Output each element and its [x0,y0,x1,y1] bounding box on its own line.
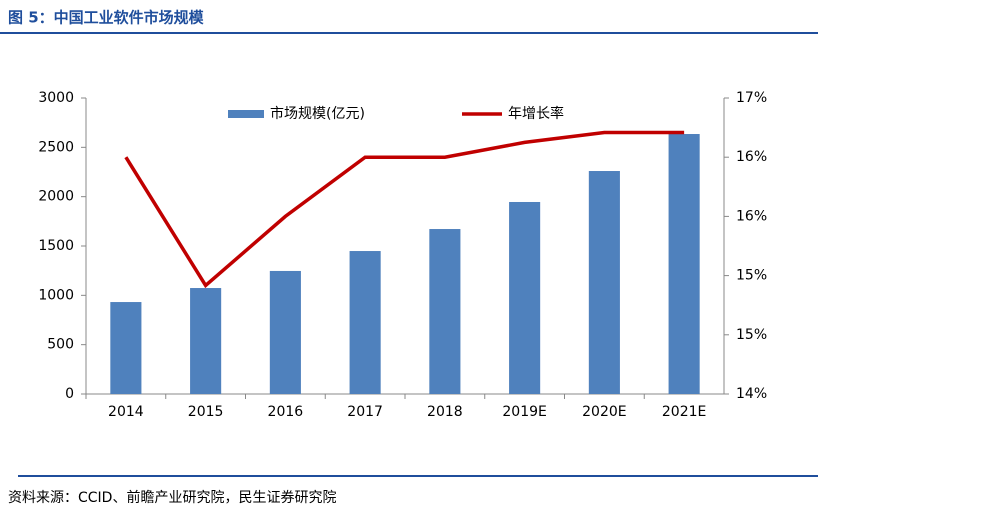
y2-tick-label: 16% [736,208,767,224]
bar [349,251,381,394]
source-note: 资料来源：CCID、前瞻产业研究院，民生证券研究院 [8,489,336,506]
y-tick-label: 2500 [38,139,74,155]
y-tick-label: 0 [65,386,74,402]
y2-tick-label: 17% [736,90,767,106]
x-tick-label: 2016 [268,404,304,420]
chart-title: 图 5：中国工业软件市场规模 [8,9,205,27]
y2-tick-label: 14% [736,386,767,402]
legend-label: 市场规模(亿元) [270,105,365,122]
bar [110,302,142,394]
y-tick-label: 1000 [38,287,74,303]
x-tick-label: 2018 [427,404,463,420]
x-tick-label: 2015 [188,404,224,420]
x-tick-label: 2021E [662,404,706,420]
y2-tick-label: 15% [736,268,767,284]
bar [269,270,301,394]
legend-label: 年增长率 [508,105,564,122]
y-tick-label: 500 [47,337,74,353]
line [124,130,685,289]
x-tick-label: 2017 [347,404,383,420]
bar [588,171,620,394]
bar [668,134,700,394]
y2-tick-label: 16% [736,149,767,165]
bar [190,288,222,394]
bar [509,201,541,394]
x-tick-label: 2014 [108,404,144,420]
y-tick-label: 1500 [38,238,74,254]
bar [429,229,461,394]
y-tick-label: 3000 [38,90,74,106]
y-tick-label: 2000 [38,189,74,205]
y2-tick-label: 15% [736,327,767,343]
legend-swatch [228,110,264,118]
x-tick-label: 2020E [582,404,626,420]
x-tick-label: 2019E [502,404,546,420]
